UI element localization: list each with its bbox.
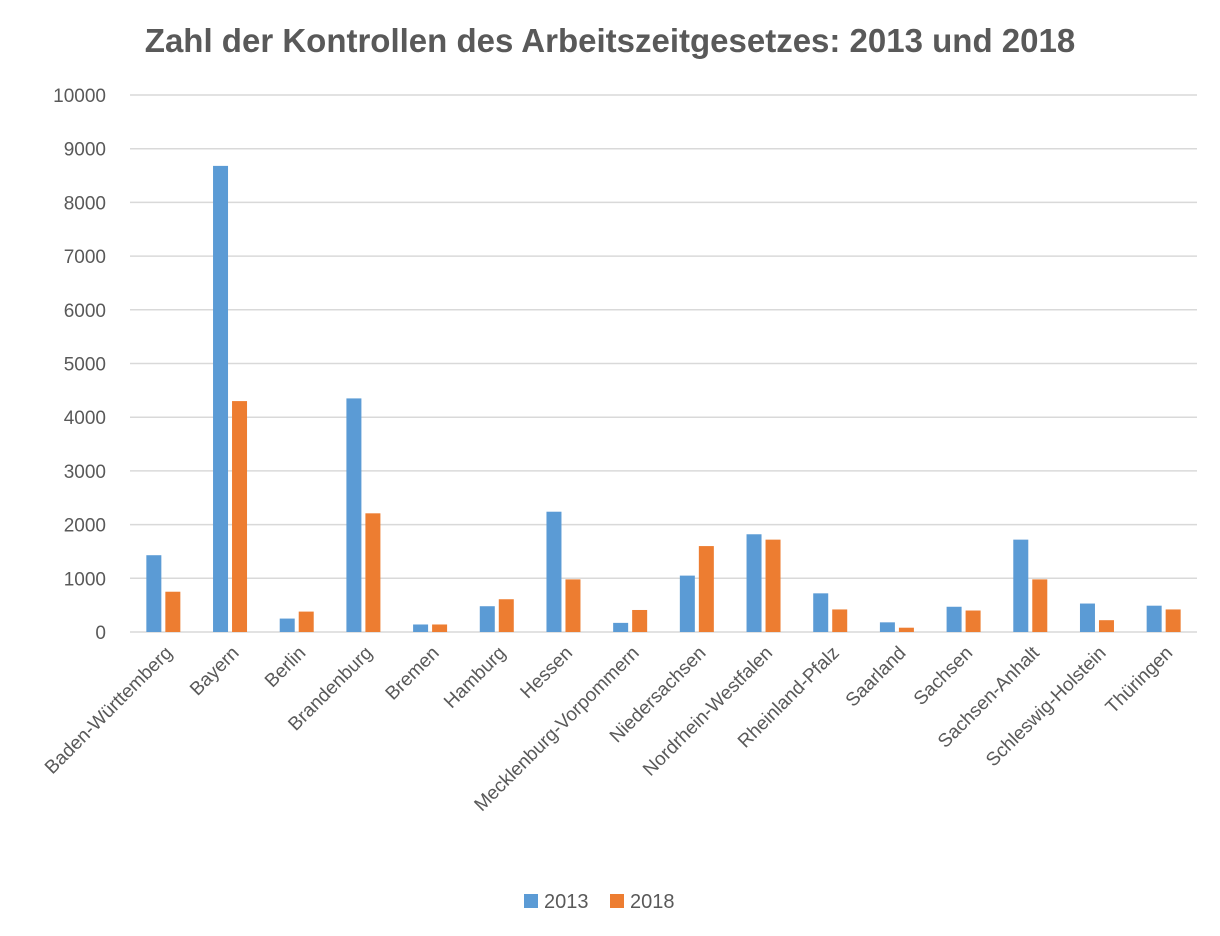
x-category-label: Schleswig-Holstein: [982, 643, 1110, 771]
bar-2018: [632, 609, 648, 632]
bar-2013: [946, 606, 962, 632]
x-axis-category-labels: Baden-Württemberg Bayern BerlinBrandenburg…: [41, 642, 1177, 816]
bar-2018: [432, 624, 448, 632]
x-category-label: Hamburg: [440, 643, 510, 713]
x-category-label: Bremen: [382, 643, 444, 705]
y-tick-label: 7000: [64, 247, 106, 268]
legend-label-2013: 2013: [544, 891, 589, 913]
bar-2018: [298, 611, 314, 632]
legend-swatch-2013: [524, 894, 538, 908]
bar-2018: [365, 513, 381, 632]
y-axis-tick-labels: 0 1000 2000 3000 4000 5000 6000 7000 8000 9000 100…: [53, 86, 106, 644]
x-category-label: Hessen: [517, 643, 577, 703]
bar-2013: [1013, 539, 1029, 632]
x-category-label: Bayern: [186, 643, 243, 700]
y-tick-label: 10000: [53, 86, 106, 107]
bar-2018: [965, 610, 981, 632]
bar-2013: [879, 622, 895, 632]
bar-2013: [746, 534, 762, 632]
bar-2013: [679, 575, 695, 632]
x-category-label: Berlin: [261, 643, 310, 692]
x-category-label: Nordrhein-Westfalen: [639, 643, 777, 781]
y-tick-label: 5000: [64, 355, 106, 376]
bar-2013: [213, 165, 229, 632]
legend-swatch-2018: [610, 894, 624, 908]
y-tick-label: 3000: [64, 462, 106, 483]
bar-2018: [832, 609, 848, 632]
bar-2013: [613, 622, 629, 632]
x-category-label: Saarland: [842, 643, 911, 712]
x-category-label: Thüringen: [1102, 643, 1177, 718]
x-category-label: Baden-Württemberg: [41, 643, 177, 779]
bar-2013: [546, 511, 562, 632]
legend-label-2018: 2018: [630, 891, 675, 913]
bar-2013: [1079, 603, 1095, 632]
bar-2013: [813, 593, 829, 632]
y-tick-label: 6000: [64, 301, 106, 322]
y-tick-label: 1000: [64, 569, 106, 590]
y-tick-label: 0: [95, 623, 106, 644]
bar-2018: [498, 599, 514, 632]
bar-2013: [479, 606, 495, 632]
bars: [146, 165, 1181, 632]
bar-2013: [346, 398, 362, 632]
bar-2018: [565, 579, 581, 632]
gridlines: [130, 94, 1197, 633]
bar-2018: [698, 546, 714, 632]
bar-2018: [232, 401, 248, 632]
chart-title: Zahl der Kontrollen des Arbeitszeitgeset…: [145, 22, 1075, 59]
y-tick-label: 4000: [64, 408, 106, 429]
bar-2018: [1032, 579, 1048, 632]
bar-2013: [279, 618, 295, 632]
bar-2018: [765, 539, 781, 632]
bar-2013: [413, 624, 429, 632]
y-tick-label: 8000: [64, 193, 106, 214]
bar-2013: [1146, 605, 1162, 632]
y-tick-label: 2000: [64, 516, 106, 537]
x-category-label: Sachsen: [910, 643, 977, 710]
bar-2018: [1098, 620, 1114, 632]
bar-2018: [1165, 609, 1181, 632]
legend: 2013 2018: [524, 891, 675, 913]
bar-2013: [146, 555, 162, 632]
bar-2018: [898, 627, 914, 632]
bar-2018: [165, 591, 181, 632]
y-tick-label: 9000: [64, 140, 106, 161]
